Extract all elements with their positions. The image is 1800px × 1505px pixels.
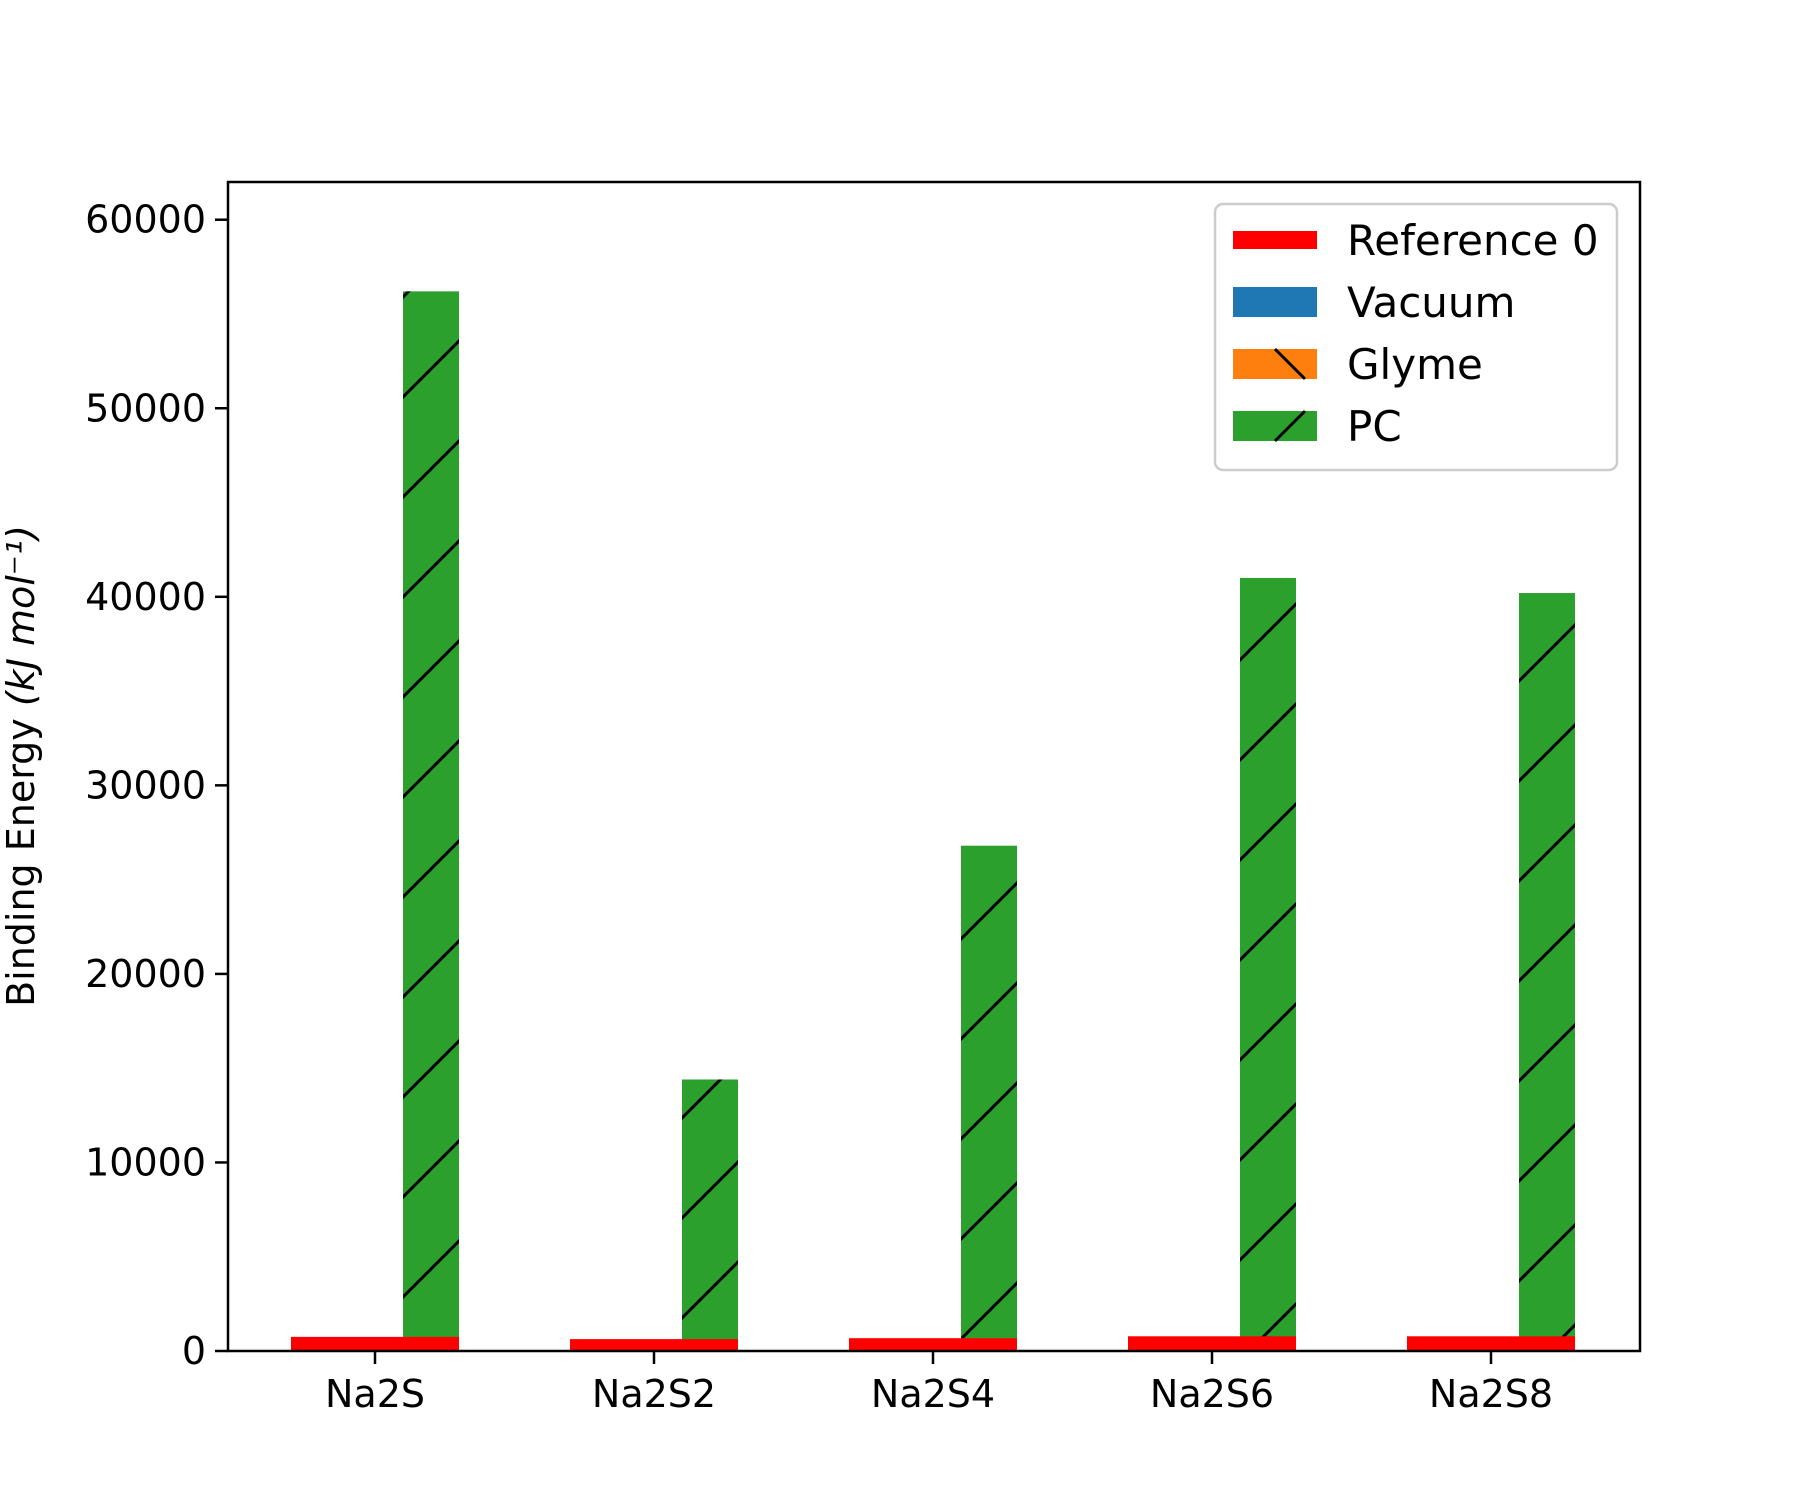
reference-line — [849, 1338, 1017, 1351]
reference-line — [1407, 1336, 1575, 1351]
legend-swatch-line — [1233, 231, 1317, 249]
legend-label: Reference 0 — [1347, 216, 1599, 265]
reference-layer — [291, 1336, 1575, 1351]
y-tick-label: 60000 — [85, 198, 206, 242]
y-axis-label-main: Binding Energy — [0, 706, 43, 1007]
y-axis-label-unit: (kJ mol⁻¹) — [0, 525, 43, 706]
y-axis-label: Binding Energy (kJ mol⁻¹) — [0, 525, 43, 1007]
legend-swatch — [1233, 349, 1317, 379]
legend-hatch — [1273, 347, 1307, 381]
y-tick-label: 30000 — [85, 763, 206, 807]
bar-hatch — [961, 845, 1017, 1351]
legend-swatch — [1233, 287, 1317, 317]
x-tick-label: Na2S8 — [1429, 1372, 1553, 1416]
bar-hatch — [403, 291, 459, 1352]
x-axis: Na2S Na2S2 Na2S4 Na2S6 Na2S8 — [325, 1351, 1553, 1416]
y-tick-label: 40000 — [85, 575, 206, 619]
legend-label: Vacuum — [1347, 278, 1515, 327]
legend-label: Glyme — [1347, 340, 1483, 389]
bar-hatch — [682, 1079, 738, 1351]
reference-line — [570, 1339, 738, 1351]
y-tick-label: 20000 — [85, 952, 206, 996]
y-axis: 0 10000 20000 30000 40000 50000 60000 — [85, 198, 228, 1373]
y-tick-label: 10000 — [85, 1140, 206, 1184]
legend-frame — [1213, 202, 1619, 472]
legend-hatch — [1273, 409, 1307, 443]
legend-label: PC — [1347, 402, 1402, 451]
legend-swatch — [1233, 411, 1317, 441]
y-tick-label: 50000 — [85, 386, 206, 430]
legend: Reference 0 Vacuum Glyme PC — [1213, 202, 1619, 472]
x-tick-label: Na2S2 — [592, 1372, 716, 1416]
x-tick-label: Na2S6 — [1150, 1372, 1274, 1416]
x-tick-label: Na2S4 — [871, 1372, 995, 1416]
y-tick-label: 0 — [182, 1329, 206, 1373]
reference-line — [291, 1336, 459, 1351]
bar-hatch — [1240, 577, 1296, 1351]
x-tick-label: Na2S — [325, 1372, 425, 1416]
bar-hatch — [1519, 593, 1575, 1351]
reference-line — [1128, 1336, 1296, 1351]
bars-layer — [403, 291, 1575, 1352]
